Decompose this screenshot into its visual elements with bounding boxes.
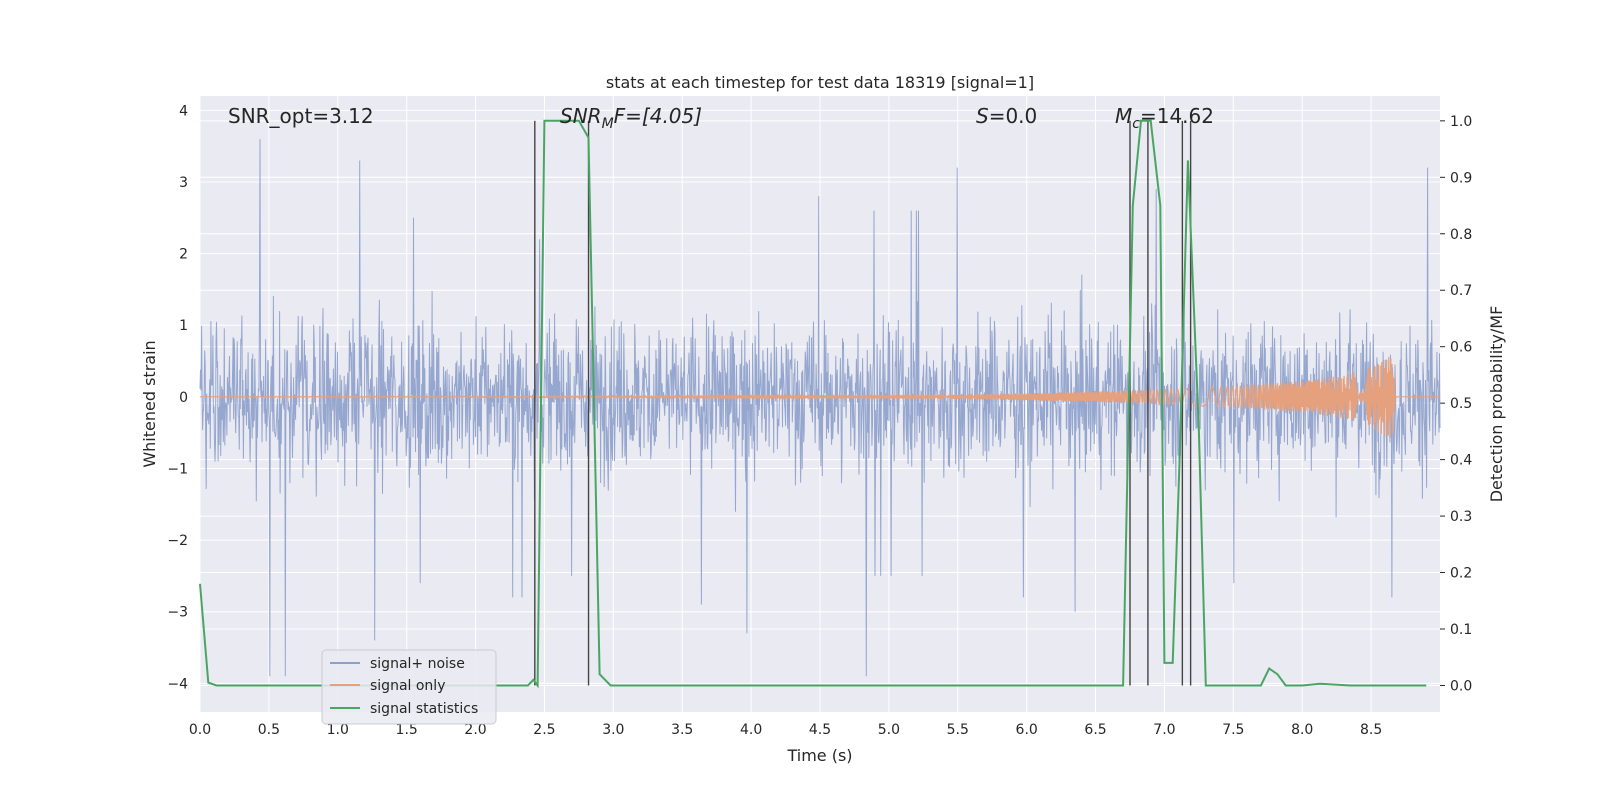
signal-statistics-series — [199, 119, 1427, 689]
x-tick-label: 6.5 — [1084, 722, 1106, 738]
annotation-snr-mf-subscript: M — [602, 116, 614, 132]
signal-statistics-line — [199, 119, 1427, 689]
signal-only-line — [200, 357, 1440, 438]
legend: signal+ noise signal only signal statist… — [321, 649, 497, 725]
signal-only-series — [200, 357, 1440, 438]
x-tick-label: 4.5 — [809, 722, 831, 738]
x-tick-label: 0.0 — [189, 722, 211, 738]
x-tick-labels: 0.0 0.5 1.0 1.5 2.0 2.5 3.0 3.5 4.0 4.5 5.0 5.5 6.0 6… — [189, 722, 1382, 738]
annotation-s-symbol: S — [976, 104, 989, 128]
legend-label-signal-noise: signal+ noise — [370, 656, 465, 672]
y-right-tick-label: 0.6 — [1450, 340, 1472, 356]
y-right-tick-label: 0.5 — [1450, 396, 1472, 412]
y-left-tick-label: −1 — [167, 461, 188, 477]
y-right-tick-label: 0.3 — [1450, 509, 1472, 525]
annotation-mc-value: =14.62 — [1140, 104, 1214, 128]
y-left-axis-label: Whitened strain — [140, 340, 159, 467]
y-right-tick-label: 0.8 — [1450, 227, 1472, 243]
x-tick-label: 6.0 — [1016, 722, 1038, 738]
annotation-snr-mf-value: F=[4.05] — [614, 104, 702, 128]
legend-box — [321, 649, 497, 725]
annotation-snr-opt: SNR_opt=3.12 — [228, 104, 374, 128]
x-tick-label: 1.5 — [396, 722, 418, 738]
y-left-tick-label: −2 — [167, 533, 188, 549]
y-right-tick-label: 0.1 — [1450, 622, 1472, 638]
annotation-mc-subscript: c — [1132, 116, 1140, 132]
annotation-s-value: =0.0 — [989, 104, 1038, 128]
chart-title: stats at each timestep for test data 183… — [606, 73, 1034, 92]
y-left-tick-label: 3 — [179, 175, 188, 191]
x-tick-label: 5.0 — [878, 722, 900, 738]
annotation-mc-symbol: M — [1115, 104, 1132, 128]
y-left-tick-label: 0 — [179, 390, 188, 406]
y-left-tick-label: 1 — [179, 318, 188, 334]
y-right-tick-label: 0.7 — [1450, 283, 1472, 299]
x-tick-label: 0.5 — [258, 722, 280, 738]
x-axis-label: Time (s) — [786, 746, 852, 765]
y-right-axis-label: Detection probability/MF — [1487, 306, 1506, 503]
signal-noise-line — [199, 138, 1441, 677]
x-tick-label: 3.5 — [671, 722, 693, 738]
x-tick-label: 1.0 — [327, 722, 349, 738]
annotation-snr-mf: SNRMF=[4.05] — [560, 104, 702, 132]
x-tick-label: 8.5 — [1360, 722, 1382, 738]
y-right-tick-label: 0.4 — [1450, 453, 1472, 469]
legend-label-signal-statistics: signal statistics — [370, 701, 478, 717]
y-left-tick-label: 4 — [179, 103, 188, 119]
y-right-tick-label: 0.9 — [1450, 170, 1472, 186]
annotation-mc: Mc=14.62 — [1115, 104, 1214, 132]
x-tick-label: 2.0 — [464, 722, 486, 738]
y-right-tick-label: 0.0 — [1450, 678, 1472, 694]
x-tick-label: 2.5 — [533, 722, 555, 738]
y-left-tick-label: 2 — [179, 247, 188, 263]
x-tick-label: 4.0 — [740, 722, 762, 738]
y-left-tick-label: −4 — [167, 676, 188, 692]
x-tick-label: 7.0 — [1153, 722, 1175, 738]
y-right-tick-label: 1.0 — [1450, 114, 1472, 130]
x-tick-label: 8.0 — [1291, 722, 1313, 738]
annotation-s: S=0.0 — [976, 104, 1037, 128]
y-right-tick-label: 0.2 — [1450, 566, 1472, 582]
y-left-tick-label: −3 — [167, 605, 188, 621]
annotation-snr-mf-symbol: SNR — [560, 104, 602, 128]
y-right-tick-labels: 1.0 0.9 0.8 0.7 0.6 0.5 0.4 0.3 0.2 0.1 0.0 — [1450, 114, 1472, 695]
signal-plus-noise-series — [199, 138, 1441, 677]
x-tick-label: 7.5 — [1222, 722, 1244, 738]
y-left-tick-labels: 4 3 2 1 0 −1 −2 −3 −4 — [167, 103, 188, 692]
legend-label-signal-only: signal only — [370, 678, 445, 694]
x-tick-label: 5.5 — [947, 722, 969, 738]
x-tick-label: 3.0 — [602, 722, 624, 738]
